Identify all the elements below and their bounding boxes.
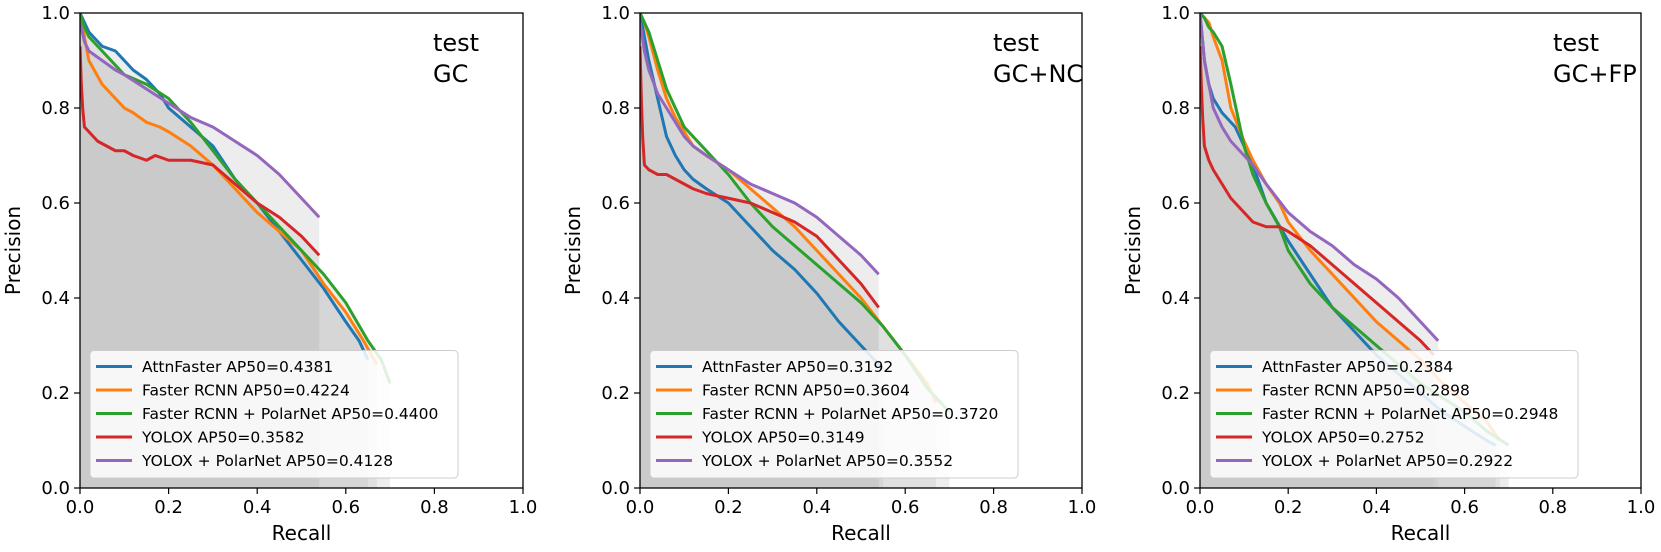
series-line-yolox-polarnet — [80, 22, 321, 219]
x-tick-label: 0.2 — [714, 497, 743, 518]
x-tick-label: 0.6 — [1450, 497, 1479, 518]
x-tick-label: 0.8 — [420, 497, 449, 518]
panel-annotation: GC+NC — [993, 60, 1083, 88]
series-line-yolox — [640, 46, 880, 309]
panel-annotation: test — [993, 29, 1039, 57]
x-tick-label: 0.0 — [626, 497, 655, 518]
series-line-faster-rcnn — [80, 13, 379, 366]
legend-entry: Faster RCNN + PolarNet AP50=0.2948 — [1262, 405, 1558, 423]
x-tick-label: 1.0 — [1068, 497, 1097, 518]
panel-annotation: test — [1553, 29, 1599, 57]
legend-entry: YOLOX AP50=0.3582 — [141, 429, 305, 447]
y-tick-label: 0.2 — [41, 383, 70, 404]
y-axis-label: Precision — [561, 206, 585, 295]
x-tick-label: 0.6 — [891, 497, 920, 518]
y-tick-label: 0.8 — [1161, 98, 1190, 119]
y-tick-label: 0.4 — [601, 288, 630, 309]
panel-3: 0.00.0 0.2 0.2 0.4 0.4 0.6 0.6 0.8 0.8 1.0 1.0 Reca… — [1121, 3, 1655, 545]
legend-entry: Faster RCNN + PolarNet AP50=0.4400 — [142, 405, 438, 423]
series-line-yolox-polarnet — [1200, 13, 1440, 342]
x-tick-label: 0.6 — [331, 497, 360, 518]
panel-annotation: GC+FP — [1553, 60, 1637, 88]
y-axis-label: Precision — [1, 206, 25, 295]
y-tick-label: 1.0 — [41, 3, 70, 24]
x-tick-label: 1.0 — [1627, 497, 1656, 518]
x-tick-label: 0.2 — [154, 497, 183, 518]
series-line-yolox — [1200, 46, 1435, 357]
panel-annotation: test — [433, 29, 479, 57]
x-axis-label: Recall — [1391, 521, 1451, 545]
y-tick-label: 0.6 — [1161, 193, 1190, 214]
series-line-attnfaster — [80, 13, 370, 361]
x-tick-label: 0.8 — [979, 497, 1008, 518]
legend-entry: AttnFaster AP50=0.2384 — [1262, 358, 1453, 376]
y-tick-label: 0.0 — [1161, 478, 1190, 499]
x-axis-label: Recall — [831, 521, 891, 545]
legend-box — [1209, 350, 1579, 479]
legend-box — [649, 350, 1019, 479]
x-tick-label: 0.2 — [1274, 497, 1303, 518]
legend-entry: YOLOX AP50=0.2752 — [1261, 429, 1425, 447]
legend-entry: YOLOX + PolarNet AP50=0.3552 — [701, 452, 953, 470]
x-tick-label: 1.0 — [509, 497, 538, 518]
legend-entry: YOLOX AP50=0.3149 — [701, 429, 865, 447]
legend-entry: AttnFaster AP50=0.4381 — [142, 358, 333, 376]
series-line-faster-rcnn-polarnet — [80, 13, 392, 385]
panel-1: 0.00.0 0.2 0.2 0.4 0.4 0.6 0.6 0.8 0.8 1.0 1.0 Reca… — [1, 3, 537, 545]
axes-frame — [79, 12, 524, 489]
x-tick-label: 0.8 — [1538, 497, 1567, 518]
y-tick-label: 0.4 — [41, 288, 70, 309]
y-tick-label: 0.2 — [601, 383, 630, 404]
x-tick-label: 0.0 — [1186, 497, 1215, 518]
y-tick-label: 0.4 — [1161, 288, 1190, 309]
axes-frame — [639, 12, 1083, 489]
legend-entry: Faster RCNN AP50=0.2898 — [1262, 382, 1470, 400]
axes-frame — [1199, 12, 1642, 489]
legend-entry: Faster RCNN AP50=0.4224 — [142, 382, 350, 400]
y-tick-label: 0.0 — [41, 478, 70, 499]
x-axis-label: Recall — [272, 521, 332, 545]
y-tick-label: 0.8 — [601, 98, 630, 119]
panel-annotation: GC — [433, 60, 468, 88]
series-line-yolox — [80, 46, 321, 257]
x-tick-label: 0.4 — [243, 497, 272, 518]
legend-entry: YOLOX + PolarNet AP50=0.4128 — [141, 452, 393, 470]
panel-2: 0.00.0 0.2 0.2 0.4 0.4 0.6 0.6 0.8 0.8 1.0 1.0 Reca… — [561, 3, 1096, 545]
x-tick-label: 0.4 — [802, 497, 831, 518]
y-tick-label: 1.0 — [1161, 3, 1190, 24]
y-tick-label: 0.0 — [601, 478, 630, 499]
legend-entry: YOLOX + PolarNet AP50=0.2922 — [1261, 452, 1513, 470]
y-tick-label: 0.8 — [41, 98, 70, 119]
y-tick-label: 0.6 — [41, 193, 70, 214]
legend-entry: Faster RCNN + PolarNet AP50=0.3720 — [702, 405, 998, 423]
series-line-faster-rcnn-polarnet — [640, 13, 951, 414]
y-tick-label: 0.2 — [1161, 383, 1190, 404]
legend-entry: Faster RCNN AP50=0.3604 — [702, 382, 910, 400]
x-tick-label: 0.4 — [1362, 497, 1391, 518]
y-tick-label: 1.0 — [601, 3, 630, 24]
legend-box — [89, 350, 459, 479]
y-tick-label: 0.6 — [601, 193, 630, 214]
x-tick-label: 0.0 — [66, 497, 95, 518]
series-line-yolox-polarnet — [640, 22, 880, 276]
y-axis-label: Precision — [1121, 206, 1145, 295]
legend-entry: AttnFaster AP50=0.3192 — [702, 358, 893, 376]
